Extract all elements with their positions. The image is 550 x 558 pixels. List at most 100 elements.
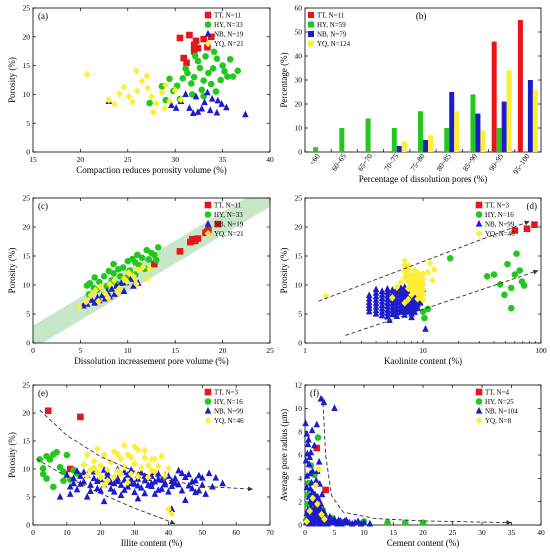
point-NB	[87, 487, 94, 495]
point-HY	[229, 73, 237, 80]
x-axis-label: Illite content (%)	[121, 538, 182, 548]
x-tick-label: 95~100	[511, 152, 532, 176]
point-NB	[209, 482, 216, 490]
point-YQ	[419, 285, 427, 294]
point-NB	[304, 440, 312, 448]
x-axis-label: Compaction reduces porosity volume (%)	[76, 165, 226, 175]
point-NB	[90, 474, 98, 482]
point-YQ	[312, 481, 319, 490]
point-HY	[179, 74, 187, 82]
x-tick-label: 90~95	[487, 152, 505, 173]
point-NB	[219, 479, 226, 487]
y-tick-label: 2	[298, 497, 302, 506]
point-NB	[80, 468, 88, 475]
bar-NB-8	[527, 80, 533, 152]
point-HY	[36, 456, 44, 463]
point-NB	[386, 316, 393, 324]
legend-marker-NB	[204, 219, 212, 227]
point-NB	[411, 308, 418, 315]
y-tick-label: 0	[298, 521, 302, 530]
point-NB	[305, 435, 312, 443]
x-tick-label: 100	[535, 346, 547, 355]
point-NB	[335, 516, 342, 523]
trend-line-1	[39, 409, 254, 490]
point-NB	[117, 279, 125, 286]
legend-swatch-HY	[308, 21, 314, 28]
point-YQ	[139, 263, 147, 271]
point-YQ	[408, 271, 415, 279]
point-NB	[308, 426, 316, 434]
point-YQ	[127, 470, 135, 478]
point-YQ	[138, 464, 145, 472]
plot-frame	[32, 197, 271, 344]
point-YQ	[426, 259, 434, 268]
legend-label-HY: HY, N=16	[214, 398, 243, 406]
point-NB	[408, 313, 415, 321]
point-NB	[56, 492, 64, 500]
legend-marker-TT	[204, 388, 212, 396]
y-tick-label: 30	[295, 76, 303, 85]
point-YQ	[111, 100, 118, 108]
point-NB	[151, 490, 159, 497]
point-NB	[66, 490, 74, 497]
point-YQ	[143, 72, 151, 80]
point-NB	[414, 300, 421, 308]
point-NB	[98, 291, 106, 299]
x-tick-label: 15	[390, 528, 398, 537]
plot-frame	[32, 384, 271, 526]
x-tick-label: 10	[360, 528, 368, 537]
point-YQ	[104, 465, 111, 474]
y-tick-label: 5	[26, 119, 30, 128]
point-YQ	[97, 473, 105, 482]
point-YQ	[131, 459, 138, 468]
point-YQ	[83, 472, 91, 480]
y-tick-label: 25	[23, 4, 31, 13]
point-NB	[308, 478, 315, 486]
point-YQ	[95, 297, 102, 305]
point-NB	[223, 103, 230, 111]
point-NB	[192, 92, 200, 100]
legend-marker-YQ	[475, 416, 483, 425]
point-HY	[100, 273, 108, 280]
point-NB	[384, 295, 391, 303]
point-NB	[332, 518, 339, 526]
point-HY	[91, 274, 98, 281]
point-YQ	[314, 500, 321, 508]
point-NB	[389, 310, 396, 318]
point-NB	[205, 469, 213, 477]
legend-marker-TT	[475, 201, 483, 209]
point-NB	[357, 519, 365, 527]
point-HY	[154, 244, 162, 251]
point-YQ	[133, 87, 141, 95]
point-NB	[414, 304, 421, 311]
y-axis-label: Porosity (%)	[7, 248, 17, 294]
legend-marker-NB	[475, 219, 483, 227]
y-tick-label: 20	[295, 100, 303, 109]
point-HY	[190, 73, 198, 81]
point-HY	[110, 260, 117, 268]
panel-label: (d)	[527, 201, 538, 211]
point-YQ	[92, 286, 99, 294]
legend-marker-TT	[204, 11, 212, 19]
point-YQ	[404, 295, 412, 304]
panel-label: (c)	[38, 201, 48, 211]
point-NB	[77, 480, 84, 487]
point-TT	[200, 35, 207, 43]
x-tick-label: 20	[77, 155, 85, 164]
trend-arrow-1	[506, 520, 512, 525]
point-NB	[66, 482, 74, 490]
point-NB	[168, 482, 176, 489]
point-YQ	[146, 265, 153, 273]
point-HY	[43, 475, 50, 482]
x-tick-label: 30	[131, 528, 139, 537]
point-HY	[212, 88, 220, 95]
point-HY	[504, 260, 511, 268]
x-tick-label: 35	[219, 155, 227, 164]
bar-NB-6	[475, 113, 481, 152]
point-YQ	[161, 104, 169, 112]
point-NB	[182, 496, 189, 503]
point-HY	[86, 279, 94, 287]
point-NB	[138, 468, 145, 476]
point-NB	[107, 485, 115, 492]
